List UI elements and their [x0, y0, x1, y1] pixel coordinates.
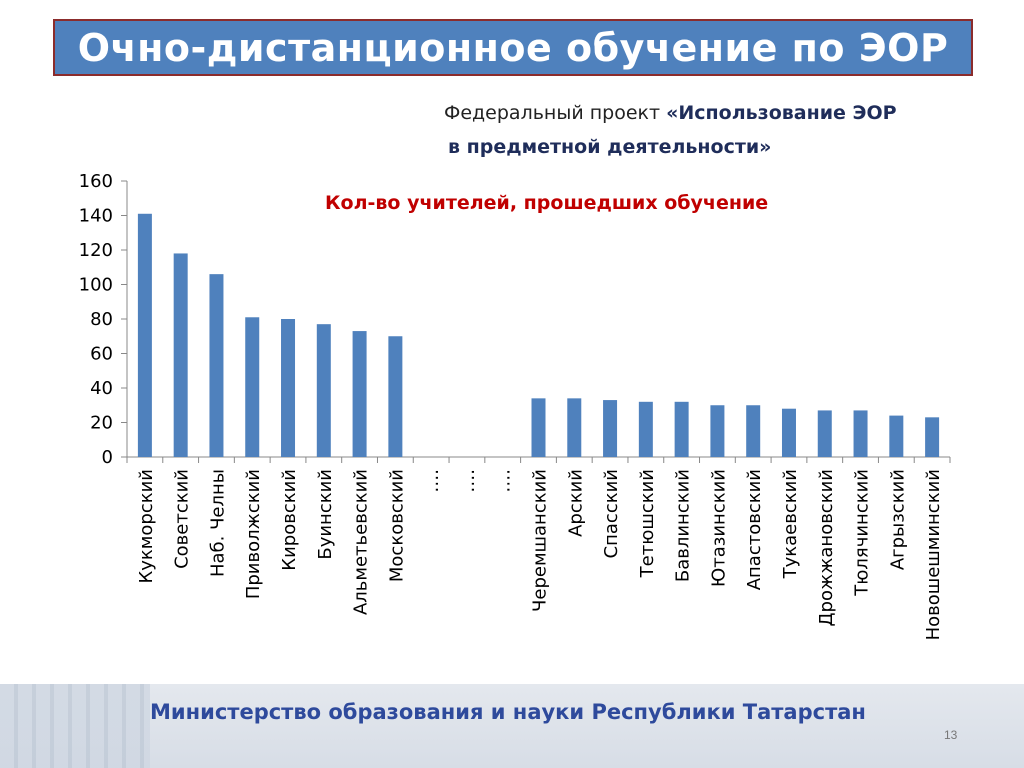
- bar: [567, 398, 582, 457]
- bar: [925, 417, 940, 457]
- x-tick-label: Дрожжановский: [816, 469, 837, 627]
- x-tick-label: Кировский: [279, 469, 300, 571]
- x-tick-label: Спасский: [601, 469, 622, 558]
- bar: [817, 410, 832, 457]
- footer-ministry-text: Министерство образования и науки Республ…: [150, 700, 866, 724]
- x-tick-label: Советский: [172, 469, 193, 569]
- x-tick-label: Ютазинский: [708, 469, 729, 587]
- y-tick-label: 80: [90, 309, 113, 330]
- y-tick-label: 140: [79, 206, 113, 227]
- y-tick-label: 40: [90, 378, 113, 399]
- x-tick-label: Московский: [386, 469, 407, 582]
- bar: [209, 274, 224, 457]
- bar: [352, 331, 367, 457]
- bar: [746, 405, 761, 457]
- chart-title: Кол-во учителей, прошедших обучение: [325, 192, 769, 214]
- x-tick-label: Черемшанский: [530, 469, 551, 612]
- subtitle-bold-2: в предметной деятельности»: [448, 136, 772, 158]
- slide-title-box: Очно-дистанционное обучение по ЭОР: [53, 19, 973, 76]
- building-image: [0, 684, 150, 768]
- project-subtitle: Федеральный проект «Использование ЭОР в …: [444, 96, 984, 164]
- bar-chart: 0 20 40 60 80 100 120 140 160 Кукморский Советский…: [79, 171, 951, 640]
- bar: [889, 415, 904, 457]
- bar: [674, 401, 689, 457]
- bar: [137, 213, 152, 457]
- y-tick-label: 120: [79, 240, 113, 261]
- subtitle-bold-1: «Использование ЭОР: [666, 102, 897, 124]
- x-tick-label: Арский: [565, 469, 586, 537]
- bar: [853, 410, 868, 457]
- bar: [316, 324, 331, 457]
- x-tick-label: Тетюшский: [637, 469, 658, 578]
- x-tick-label: Буинский: [315, 469, 336, 560]
- bar: [245, 317, 260, 457]
- x-tick-label: Наб. Челны: [207, 469, 228, 577]
- x-tick-label: Приволжский: [243, 469, 264, 599]
- x-tick-label: ….: [422, 469, 443, 493]
- slide-title: Очно-дистанционное обучение по ЭОР: [77, 25, 949, 70]
- y-tick-label: 20: [90, 413, 113, 434]
- x-tick-label: Тюлячинский: [852, 469, 873, 597]
- bar: [781, 408, 796, 457]
- x-tick-label: Агрызский: [887, 469, 908, 570]
- bar: [638, 401, 653, 457]
- subtitle-prefix: Федеральный проект: [444, 102, 667, 124]
- bar: [388, 336, 403, 457]
- y-tick-label: 100: [79, 275, 113, 296]
- x-tick-label: Кукморский: [136, 469, 157, 584]
- y-tick-label: 60: [90, 344, 113, 365]
- bar: [281, 319, 296, 457]
- bar: [603, 400, 618, 457]
- bar: [531, 398, 546, 457]
- x-tick-label: ….: [458, 469, 479, 493]
- footer: Министерство образования и науки Республ…: [0, 684, 1024, 768]
- y-tick-label: 0: [102, 447, 113, 468]
- bar: [173, 253, 188, 457]
- y-tick-label: 160: [79, 171, 113, 192]
- x-tick-label: Тукаевский: [780, 469, 801, 579]
- x-tick-label: Бавлинский: [673, 469, 694, 582]
- x-tick-label: Новошешминский: [923, 469, 944, 640]
- x-tick-label: ….: [494, 469, 515, 493]
- x-tick-label: Альметьевский: [351, 469, 372, 615]
- page-number: 13: [944, 728, 958, 742]
- bar: [710, 405, 725, 457]
- x-tick-label: Апастовский: [744, 469, 765, 590]
